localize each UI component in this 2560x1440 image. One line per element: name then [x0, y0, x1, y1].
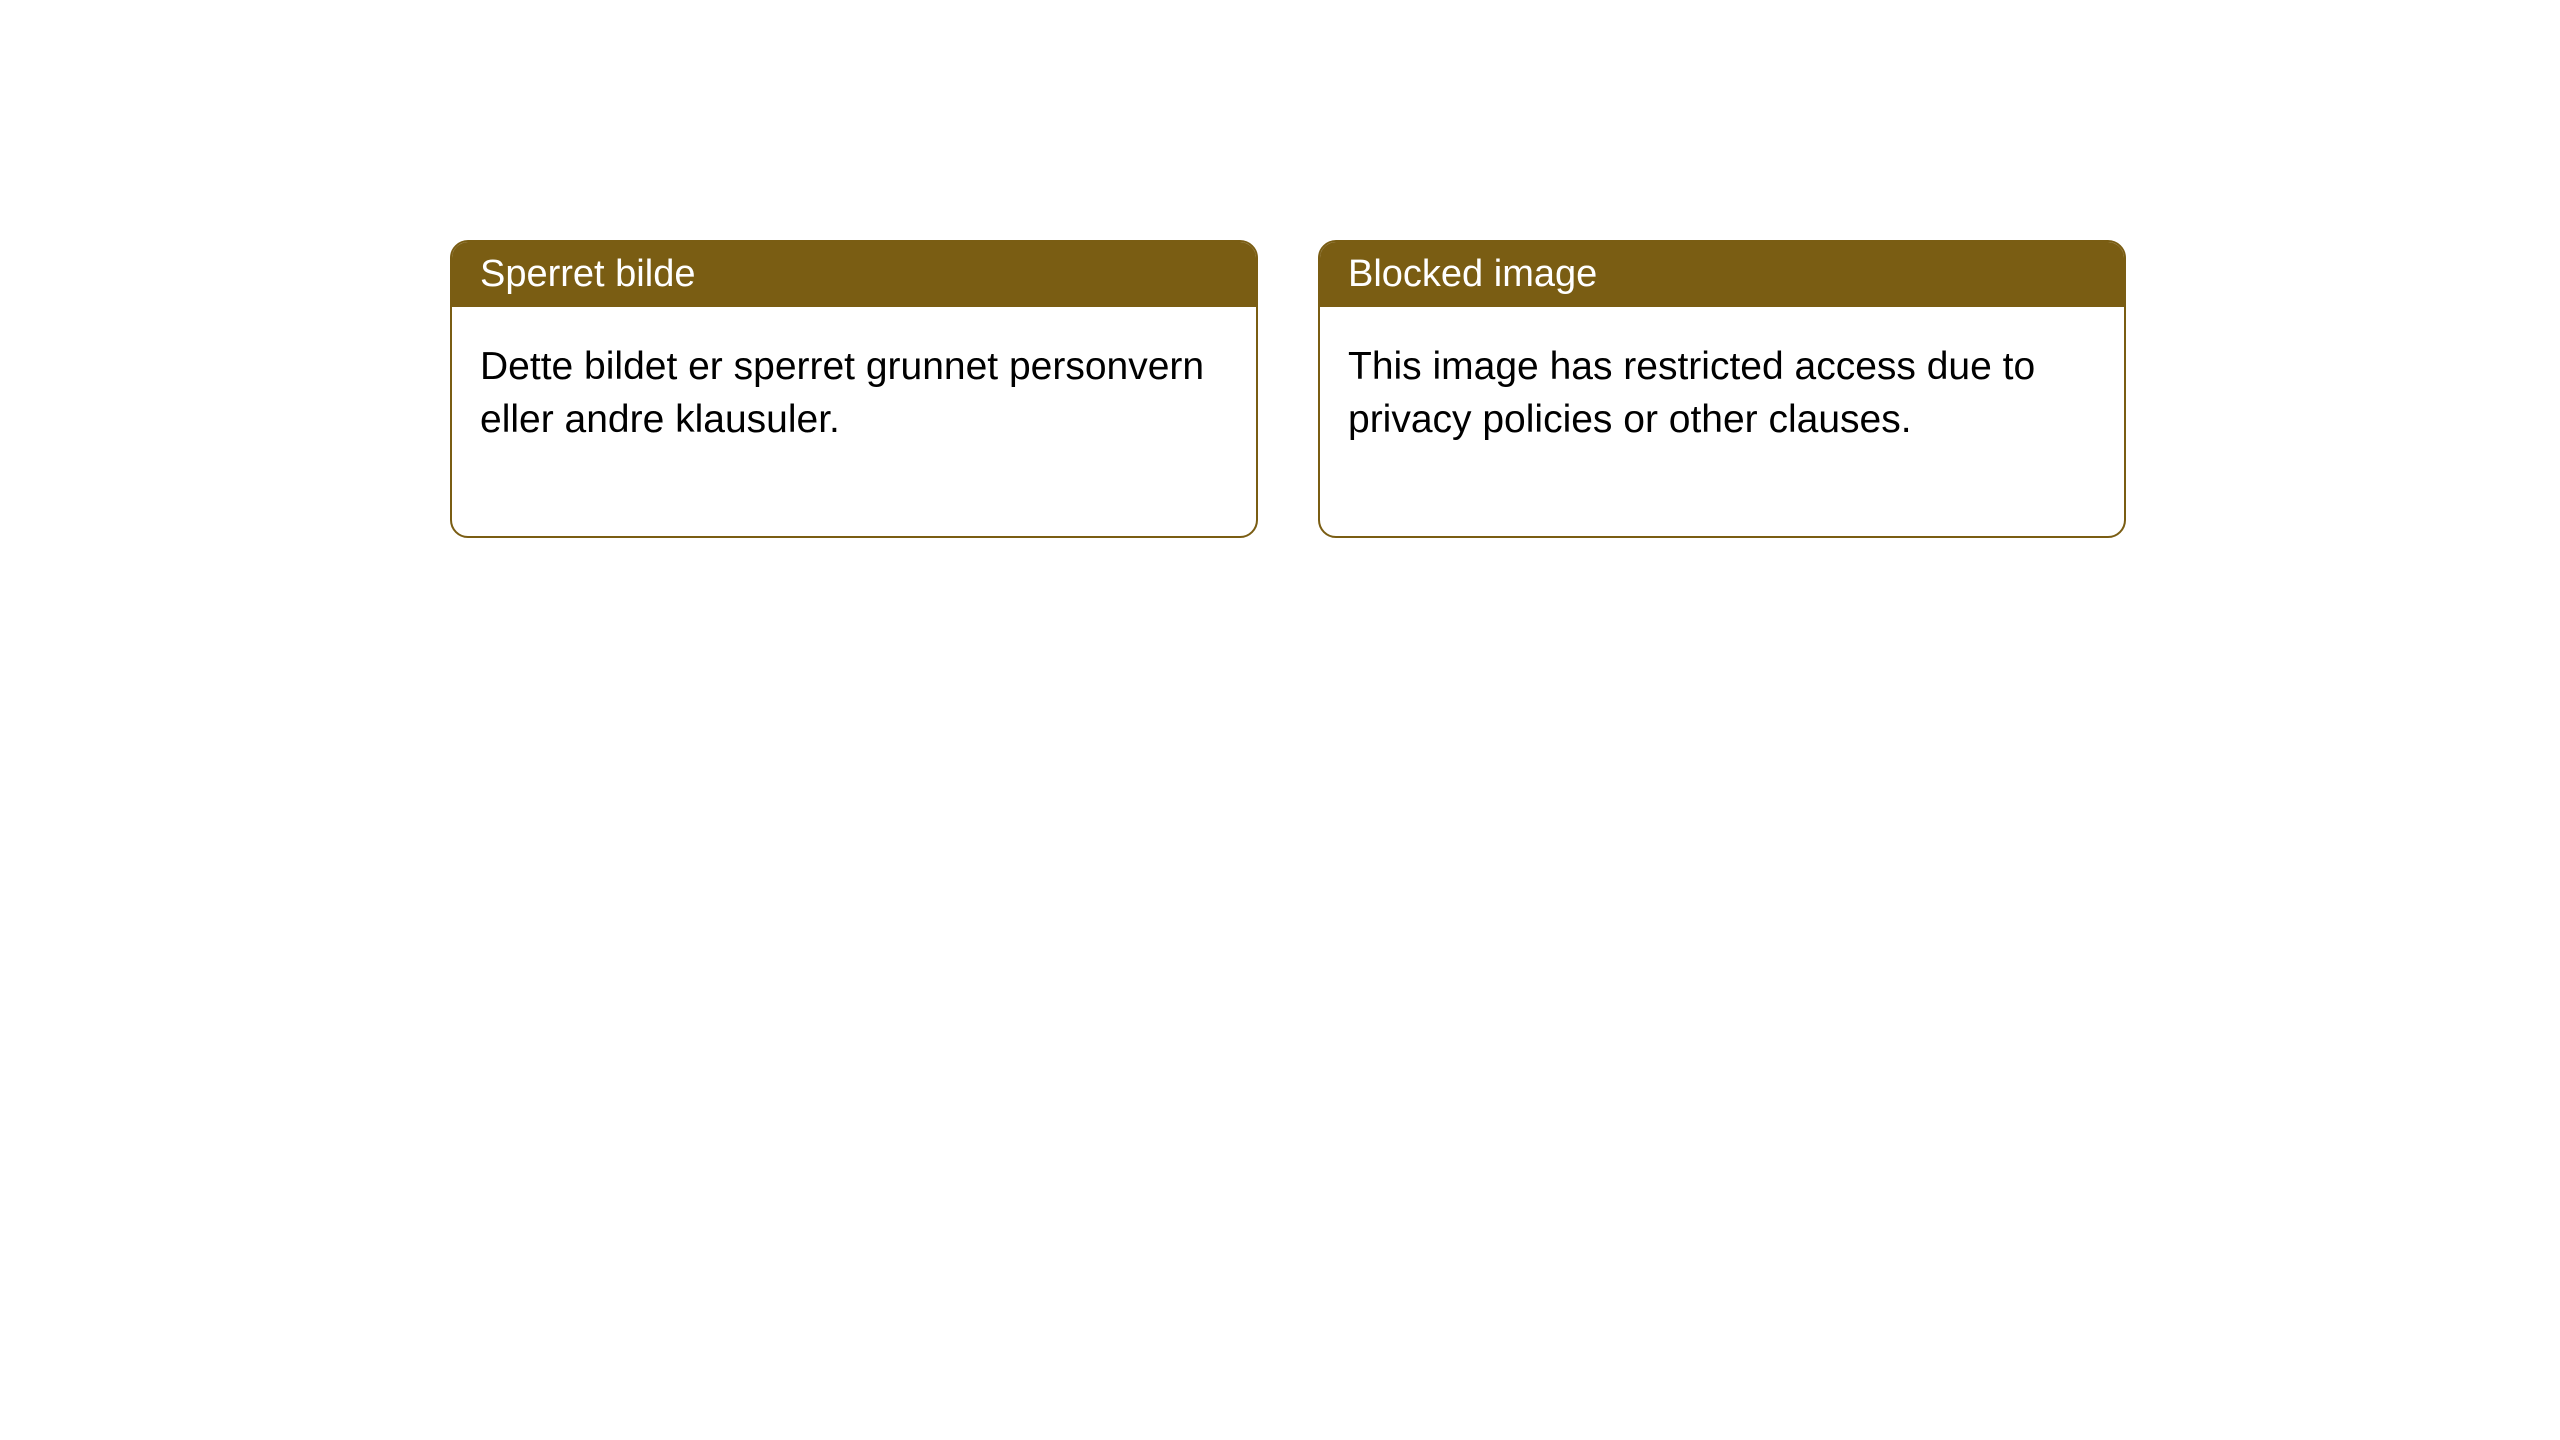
- notice-cards-container: Sperret bilde Dette bildet er sperret gr…: [450, 240, 2126, 538]
- notice-header: Blocked image: [1320, 242, 2124, 307]
- notice-card-english: Blocked image This image has restricted …: [1318, 240, 2126, 538]
- notice-card-norwegian: Sperret bilde Dette bildet er sperret gr…: [450, 240, 1258, 538]
- notice-header: Sperret bilde: [452, 242, 1256, 307]
- notice-body: Dette bildet er sperret grunnet personve…: [452, 307, 1256, 536]
- notice-body: This image has restricted access due to …: [1320, 307, 2124, 536]
